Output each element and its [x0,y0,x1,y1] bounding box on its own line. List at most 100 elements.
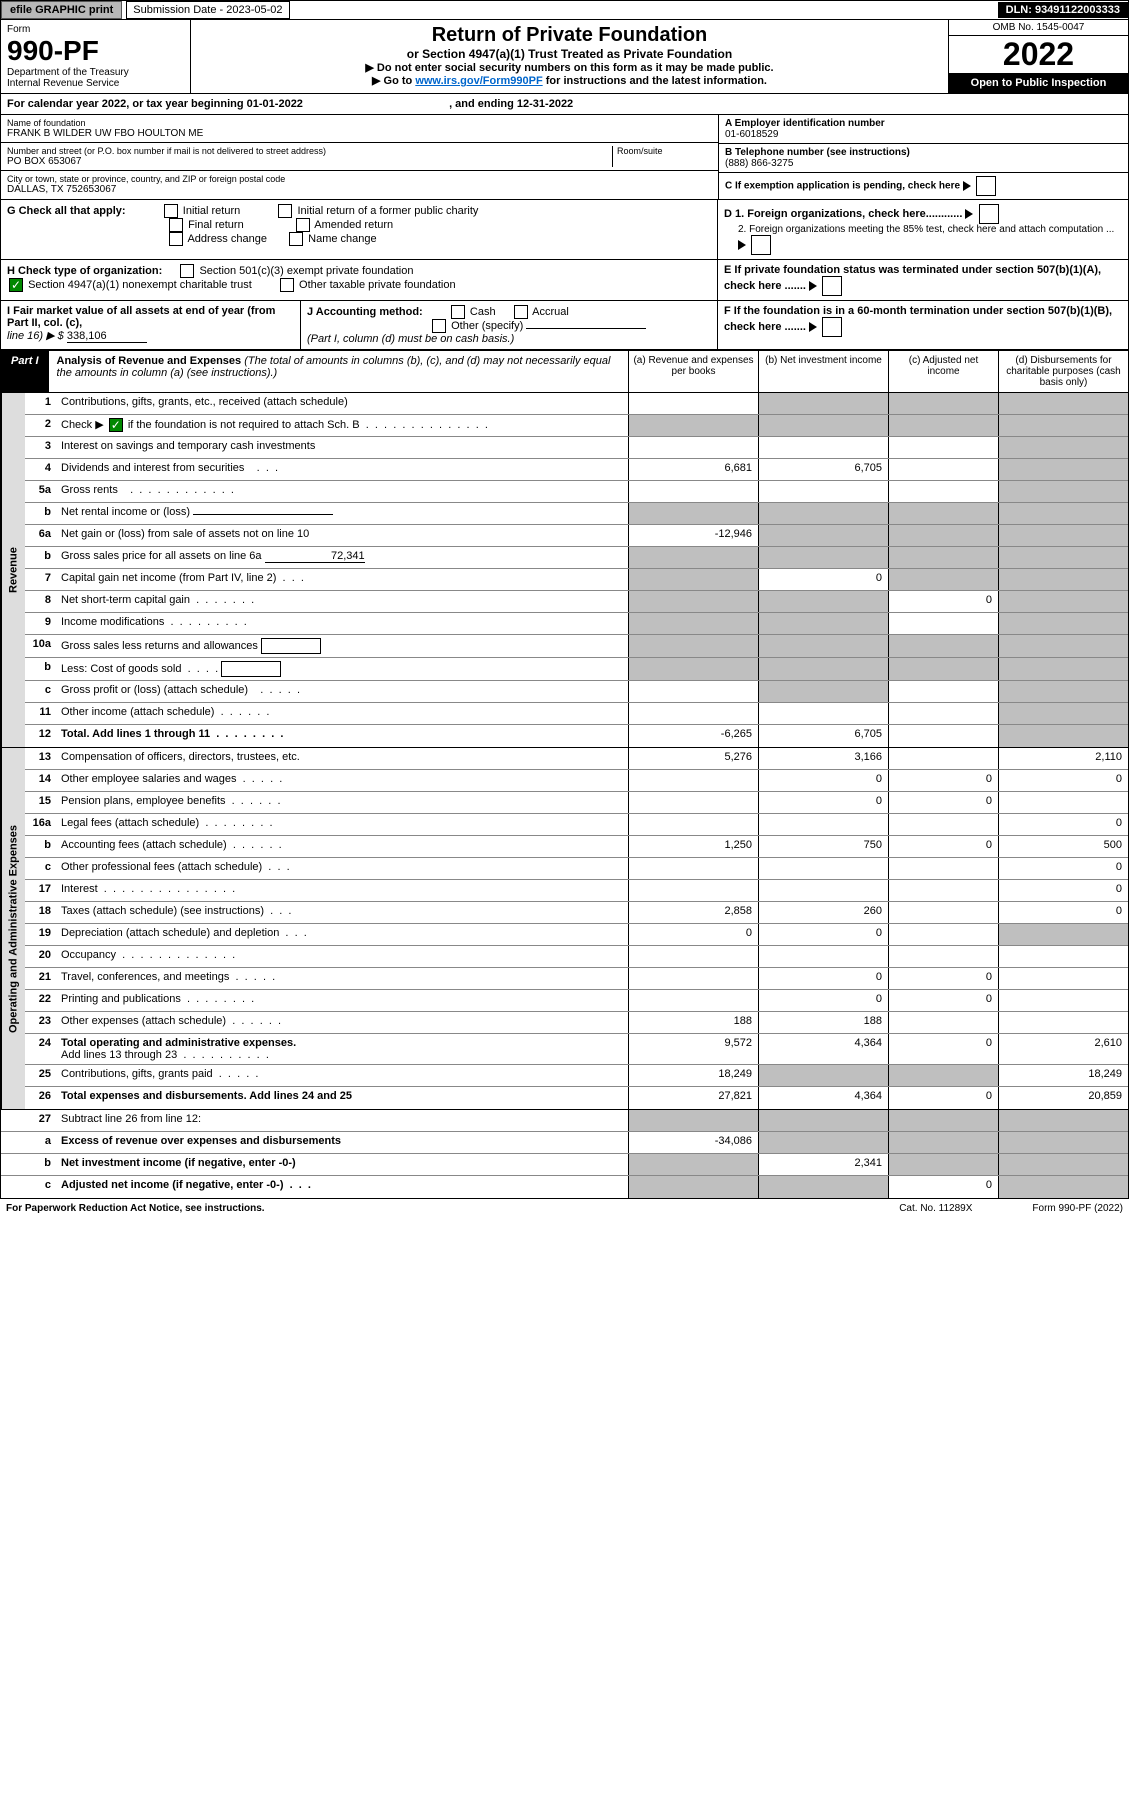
60month-checkbox[interactable] [822,317,842,337]
l27a-a: -34,086 [628,1132,758,1153]
l18-d: 0 [998,902,1128,923]
l26-c: 0 [888,1087,998,1109]
omb-number: OMB No. 1545-0047 [949,20,1128,36]
other-method-label: Other (specify) [451,320,523,332]
l22-b: 0 [758,990,888,1011]
instructions-link[interactable]: www.irs.gov/Form990PF [415,75,542,87]
line-2-pre: Check ▶ [61,419,107,431]
l15-c: 0 [888,792,998,813]
cash-checkbox[interactable] [451,305,465,319]
expenses-section: Operating and Administrative Expenses 13… [0,748,1129,1110]
line-22: Printing and publications [61,993,181,1005]
line-16a: Legal fees (attach schedule) [61,817,199,829]
j-label: J Accounting method: [307,306,423,318]
initial-former-checkbox[interactable] [278,204,292,218]
line-27c: Adjusted net income (if negative, enter … [61,1179,283,1191]
g-label: G Check all that apply: [7,205,126,217]
l7-b: 0 [758,569,888,590]
l16b-b: 750 [758,836,888,857]
l13-b: 3,166 [758,748,888,769]
foreign-org-checkbox[interactable] [979,204,999,224]
address-change-checkbox[interactable] [169,232,183,246]
dln-box: DLN: 93491122003333 [998,2,1128,18]
efile-print-button[interactable]: efile GRAPHIC print [1,1,122,19]
l27c-c: 0 [888,1176,998,1198]
addr-label: Number and street (or P.O. box number if… [7,146,612,156]
501c3-checkbox[interactable] [180,264,194,278]
submission-date-box: Submission Date - 2023-05-02 [126,1,289,19]
section-g-h-i-j: G Check all that apply: Initial return I… [0,200,1129,350]
line-10a: Gross sales less returns and allowances [61,640,258,652]
l14-d: 0 [998,770,1128,791]
phone-label: B Telephone number (see instructions) [725,147,1122,158]
goto-suffix: for instructions and the latest informat… [543,75,767,87]
name-label: Name of foundation [7,118,712,128]
line-26: Total expenses and disbursements. Add li… [57,1087,628,1109]
line-19: Depreciation (attach schedule) and deple… [61,927,279,939]
l25-a: 18,249 [628,1065,758,1086]
initial-return-label: Initial return [183,205,240,217]
fmv-value: 338,106 [67,330,147,343]
l24-a: 9,572 [628,1034,758,1064]
l12-a: -6,265 [628,725,758,747]
address-change-label: Address change [187,233,267,245]
sch-b-checkbox[interactable]: ✓ [109,418,123,432]
form-subtitle: or Section 4947(a)(1) Trust Treated as P… [195,47,944,61]
dept-irs: Internal Revenue Service [7,78,184,89]
foreign-85-checkbox[interactable] [751,235,771,255]
revenue-side-label: Revenue [1,393,25,747]
l13-d: 2,110 [998,748,1128,769]
f-label: F If the foundation is in a 60-month ter… [724,305,1112,333]
ein-value: 01-6018529 [725,129,1122,140]
line-9: Income modifications [61,616,164,628]
l14-c: 0 [888,770,998,791]
other-taxable-label: Other taxable private foundation [299,279,456,291]
line-6b-pre: Gross sales price for all assets on line… [61,550,262,562]
4947-checkbox[interactable]: ✓ [9,278,23,292]
foundation-info: Name of foundation FRANK B WILDER UW FBO… [0,115,1129,200]
foundation-name: FRANK B WILDER UW FBO HOULTON ME [7,128,712,139]
line-11: Other income (attach schedule) [61,706,214,718]
col-c-header: (c) Adjusted net income [888,351,998,392]
room-label: Room/suite [617,146,712,156]
initial-return-checkbox[interactable] [164,204,178,218]
line-27a: Excess of revenue over expenses and disb… [57,1132,628,1153]
status-terminated-checkbox[interactable] [822,276,842,296]
l25-d: 18,249 [998,1065,1128,1086]
cash-label: Cash [470,306,496,318]
expenses-side-label: Operating and Administrative Expenses [1,748,25,1109]
line-23: Other expenses (attach schedule) [61,1015,226,1027]
l26-d: 20,859 [998,1087,1128,1109]
instructions-row: ▶ Go to www.irs.gov/Form990PF for instru… [195,74,944,87]
l12-b: 6,705 [758,725,888,747]
d2-label: 2. Foreign organizations meeting the 85%… [738,224,1114,235]
ein-label: A Employer identification number [725,118,1122,129]
name-change-checkbox[interactable] [289,232,303,246]
cal-begin: 01-01-2022 [247,98,303,110]
d1-label: D 1. Foreign organizations, check here..… [724,208,962,220]
form-label: Form [7,24,184,35]
h-label: H Check type of organization: [7,265,162,277]
cal-end: 12-31-2022 [517,98,573,110]
l8-c: 0 [888,591,998,612]
j-note: (Part I, column (d) must be on cash basi… [307,333,514,345]
l21-b: 0 [758,968,888,989]
exemption-pending-checkbox[interactable] [976,176,996,196]
form-title: Return of Private Foundation [195,24,944,47]
line-1: Contributions, gifts, grants, etc., rece… [57,393,628,414]
line-14: Other employee salaries and wages [61,773,236,785]
paperwork-notice: For Paperwork Reduction Act Notice, see … [6,1203,265,1214]
line-6b-val: 72,341 [265,550,365,563]
arrow-icon [738,240,746,250]
final-return-checkbox[interactable] [169,218,183,232]
line-10c: Gross profit or (loss) (attach schedule) [61,684,248,696]
line-5b: Net rental income or (loss) [61,506,190,518]
l22-c: 0 [888,990,998,1011]
line-27-section: 27Subtract line 26 from line 12: aExcess… [0,1110,1129,1199]
accrual-checkbox[interactable] [514,305,528,319]
e-label: E If private foundation status was termi… [724,264,1101,292]
other-taxable-checkbox[interactable] [280,278,294,292]
amended-return-checkbox[interactable] [296,218,310,232]
other-method-checkbox[interactable] [432,319,446,333]
line-4: Dividends and interest from securities [61,462,244,474]
